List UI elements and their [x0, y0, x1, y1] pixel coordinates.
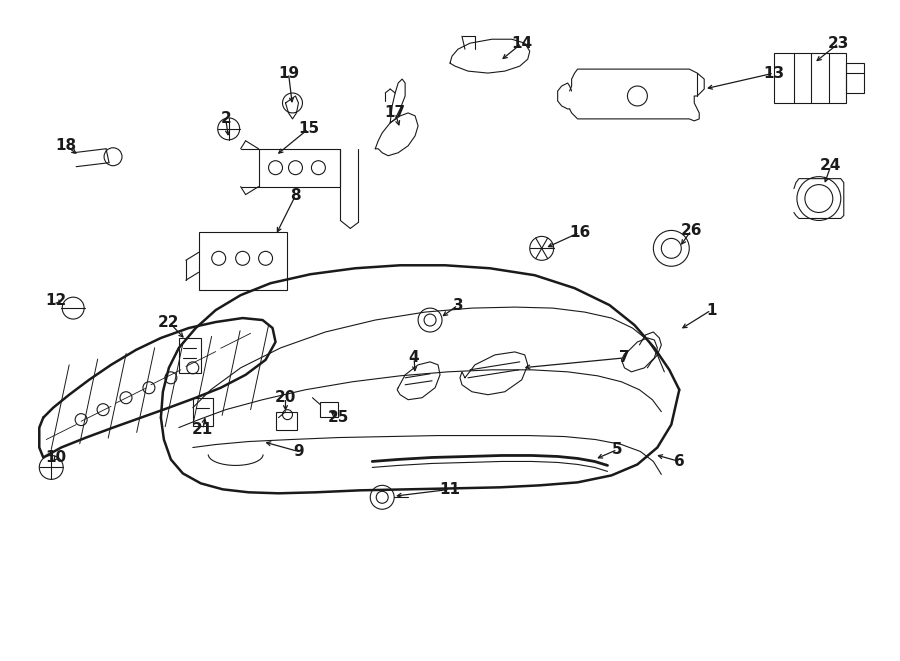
Text: 11: 11 [439, 482, 461, 497]
Text: 4: 4 [409, 350, 419, 366]
Text: 24: 24 [820, 158, 842, 173]
Text: 20: 20 [274, 390, 296, 405]
Text: 2: 2 [220, 112, 231, 126]
Text: 13: 13 [763, 65, 785, 81]
Text: 1: 1 [706, 303, 716, 317]
Bar [258, 149, 340, 186]
Text: 10: 10 [46, 450, 67, 465]
Bar [199, 233, 286, 290]
Text: 15: 15 [298, 122, 319, 136]
Text: 9: 9 [293, 444, 304, 459]
Bar [846, 63, 864, 93]
Bar [193, 398, 212, 426]
Text: 23: 23 [828, 36, 850, 51]
Bar [275, 412, 298, 430]
Text: 14: 14 [511, 36, 532, 51]
Bar [320, 402, 338, 416]
Text: 17: 17 [384, 105, 406, 120]
Text: 12: 12 [46, 293, 67, 307]
Text: 6: 6 [674, 454, 685, 469]
Text: 26: 26 [680, 223, 702, 238]
Text: 21: 21 [192, 422, 213, 437]
Text: 16: 16 [569, 225, 590, 240]
Text: 3: 3 [453, 297, 464, 313]
Text: 8: 8 [290, 188, 301, 203]
Text: 19: 19 [278, 65, 299, 81]
Text: 22: 22 [158, 315, 180, 330]
Text: 7: 7 [619, 350, 630, 366]
Text: 25: 25 [328, 410, 349, 425]
Text: 5: 5 [612, 442, 623, 457]
Bar [774, 53, 846, 103]
Bar [179, 338, 201, 373]
Text: 18: 18 [56, 138, 76, 153]
